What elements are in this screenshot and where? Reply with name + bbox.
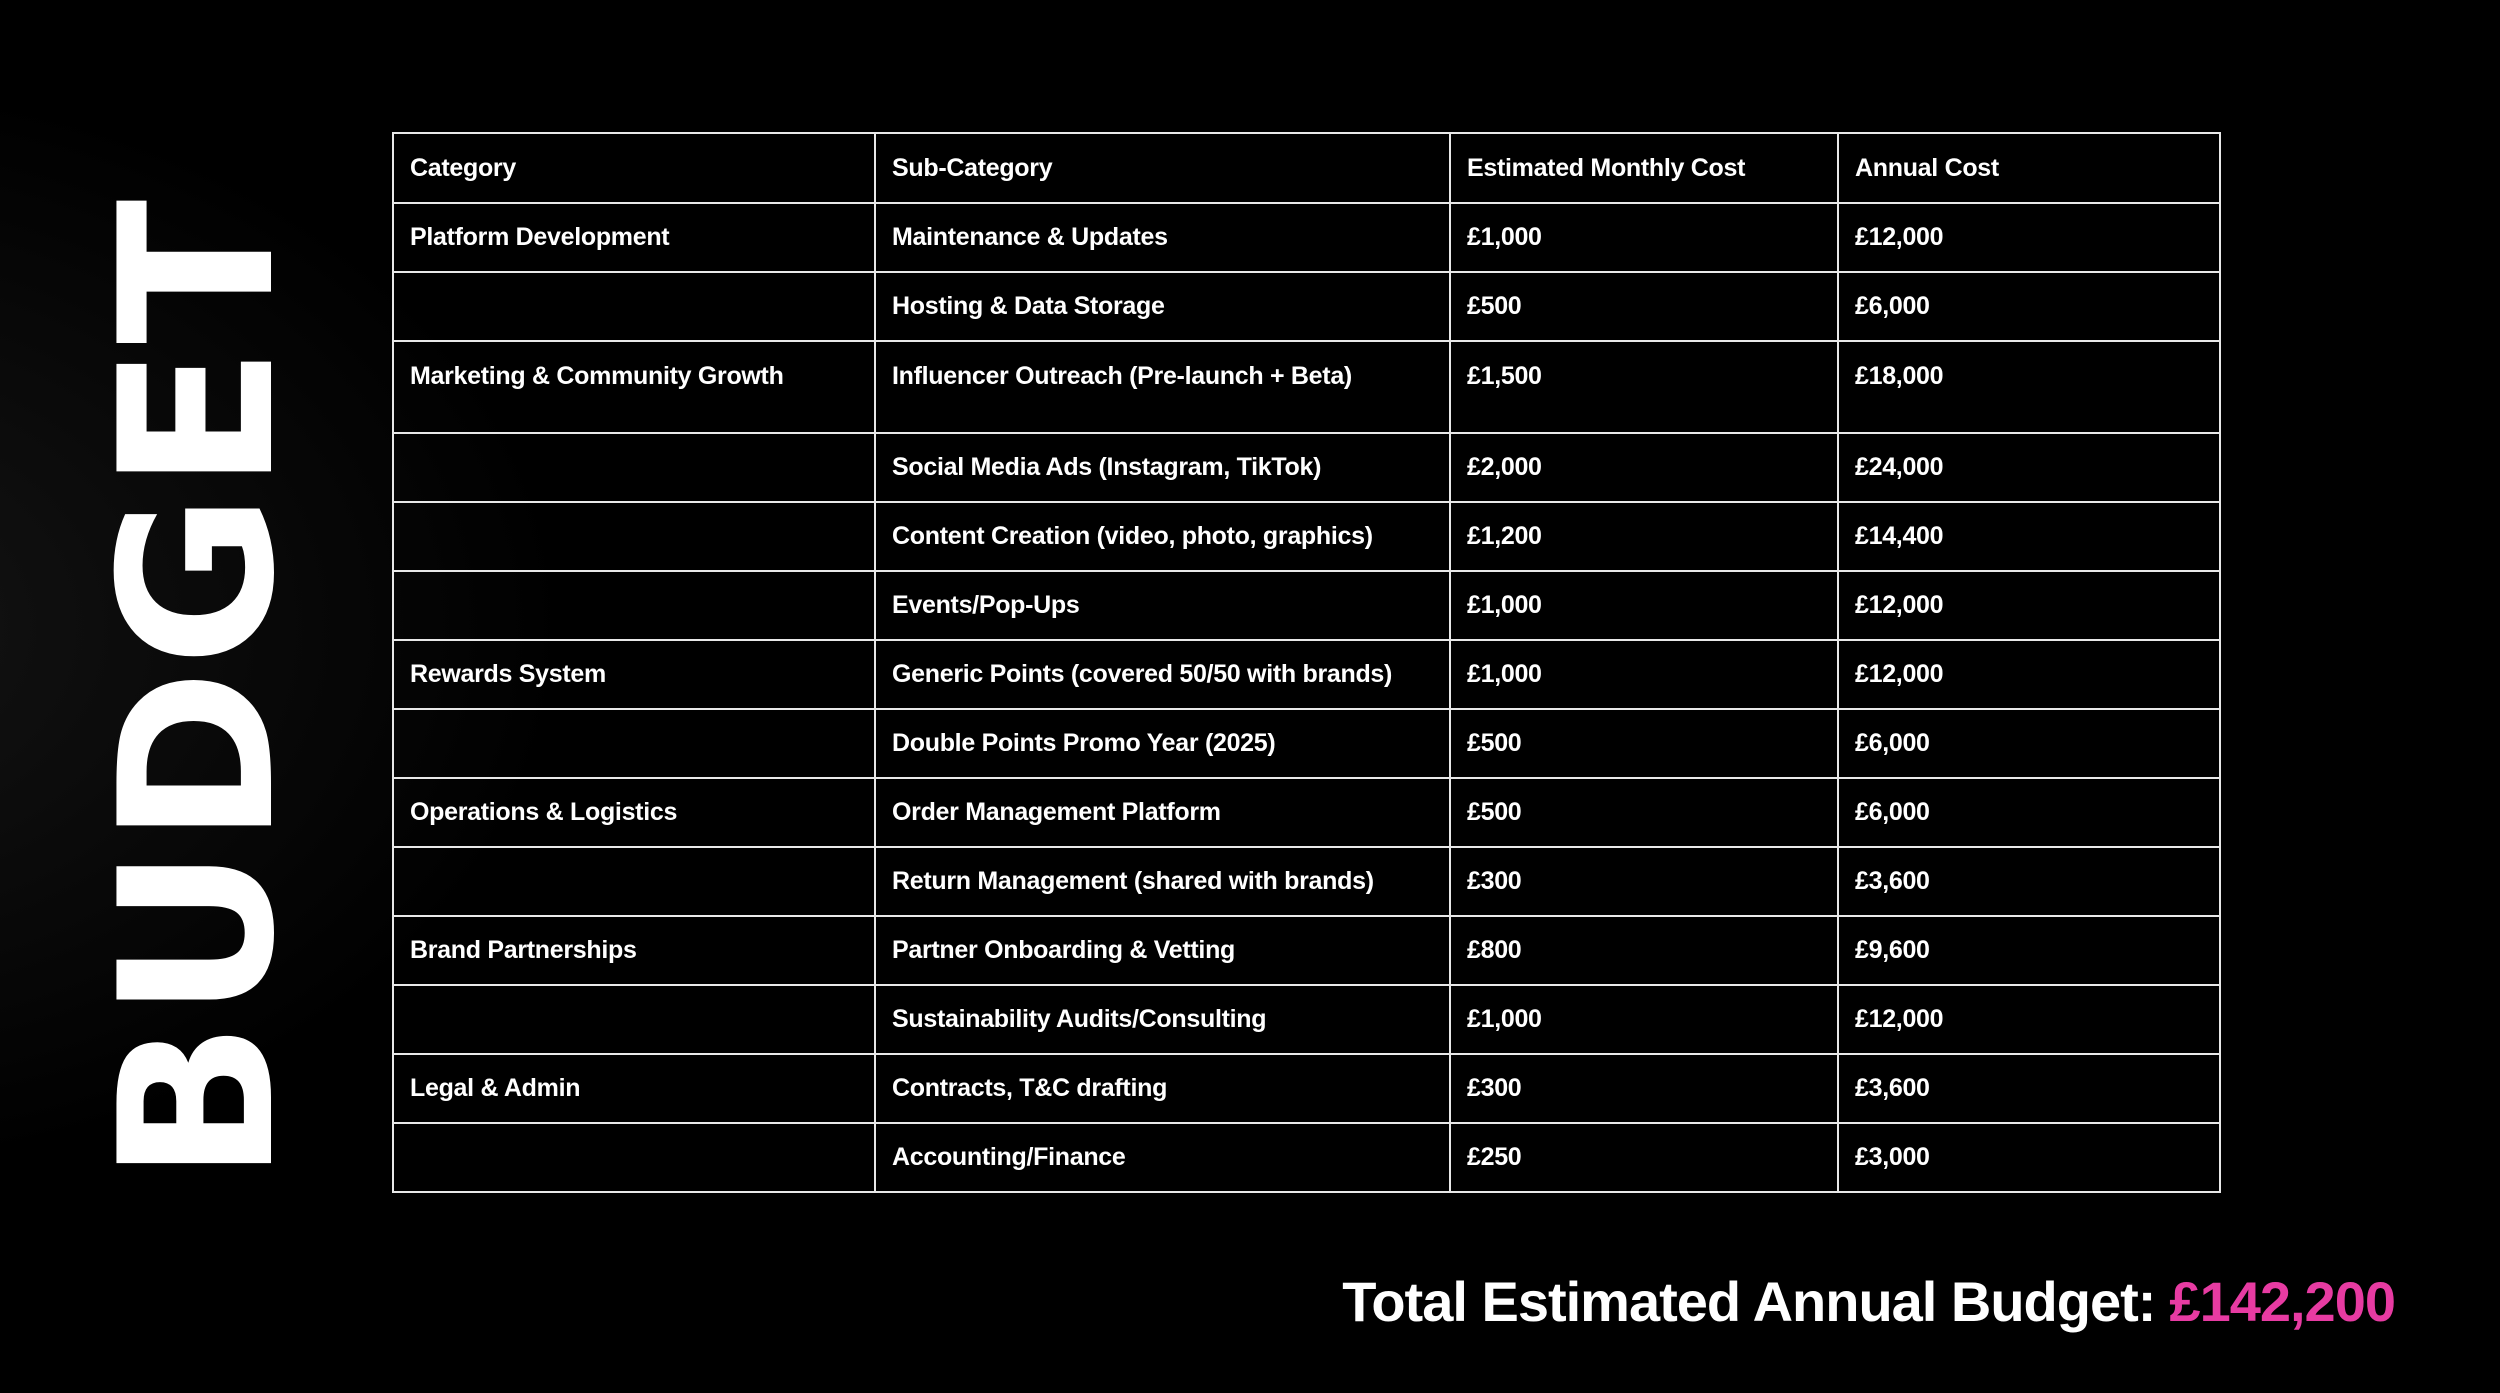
category-cell: Platform Development — [392, 202, 876, 273]
vertical-title: BUDGET — [74, 197, 321, 1183]
annual-cost-cell: £12,000 — [1837, 570, 2221, 641]
annual-cost-cell: £9,600 — [1837, 915, 2221, 986]
monthly-cost-cell: £500 — [1449, 271, 1839, 342]
table-row: Hosting & Data Storage £500 £6,000 — [392, 271, 2221, 342]
category-cell — [392, 984, 876, 1055]
table-row: Double Points Promo Year (2025) £500 £6,… — [392, 708, 2221, 779]
table-row: Brand Partnerships Partner Onboarding & … — [392, 915, 2221, 986]
subcategory-cell: Double Points Promo Year (2025) — [874, 708, 1451, 779]
subcategory-cell: Events/Pop-Ups — [874, 570, 1451, 641]
monthly-cost-cell: £300 — [1449, 1053, 1839, 1124]
category-cell: Brand Partnerships — [392, 915, 876, 986]
table-row: Events/Pop-Ups £1,000 £12,000 — [392, 570, 2221, 641]
monthly-cost-cell: £800 — [1449, 915, 1839, 986]
subcategory-cell: Maintenance & Updates — [874, 202, 1451, 273]
category-cell — [392, 1122, 876, 1193]
annual-cost-cell: £6,000 — [1837, 271, 2221, 342]
table-row: Return Management (shared with brands) £… — [392, 846, 2221, 917]
subcategory-cell: Social Media Ads (Instagram, TikTok) — [874, 432, 1451, 503]
monthly-cost-cell: £1,000 — [1449, 639, 1839, 710]
monthly-cost-cell: £1,000 — [1449, 202, 1839, 273]
header-sub-category: Sub-Category — [874, 132, 1451, 204]
annual-cost-cell: £14,400 — [1837, 501, 2221, 572]
subcategory-cell: Return Management (shared with brands) — [874, 846, 1451, 917]
category-cell: Marketing & Community Growth — [392, 340, 876, 434]
subcategory-cell: Generic Points (covered 50/50 with brand… — [874, 639, 1451, 710]
header-annual-cost: Annual Cost — [1837, 132, 2221, 204]
annual-cost-cell: £3,600 — [1837, 1053, 2221, 1124]
category-cell — [392, 501, 876, 572]
annual-cost-cell: £24,000 — [1837, 432, 2221, 503]
annual-cost-cell: £6,000 — [1837, 708, 2221, 779]
total-label: Total Estimated Annual Budget: — [1342, 1270, 2156, 1333]
subcategory-cell: Hosting & Data Storage — [874, 271, 1451, 342]
table-row: Marketing & Community Growth Influencer … — [392, 340, 2221, 434]
table-row: Legal & Admin Contracts, T&C drafting £3… — [392, 1053, 2221, 1124]
annual-cost-cell: £3,000 — [1837, 1122, 2221, 1193]
subcategory-cell: Partner Onboarding & Vetting — [874, 915, 1451, 986]
subcategory-cell: Influencer Outreach (Pre-launch + Beta) — [874, 340, 1451, 434]
total-line: Total Estimated Annual Budget: £142,200 — [1342, 1266, 2396, 1338]
subcategory-cell: Sustainability Audits/Consulting — [874, 984, 1451, 1055]
monthly-cost-cell: £1,000 — [1449, 570, 1839, 641]
monthly-cost-cell: £250 — [1449, 1122, 1839, 1193]
annual-cost-cell: £12,000 — [1837, 984, 2221, 1055]
table-row: Operations & Logistics Order Management … — [392, 777, 2221, 848]
annual-cost-cell: £3,600 — [1837, 846, 2221, 917]
monthly-cost-cell: £300 — [1449, 846, 1839, 917]
table-row: Content Creation (video, photo, graphics… — [392, 501, 2221, 572]
category-cell: Rewards System — [392, 639, 876, 710]
budget-table: Category Sub-Category Estimated Monthly … — [392, 132, 2221, 1193]
monthly-cost-cell: £2,000 — [1449, 432, 1839, 503]
total-value: £142,200 — [2169, 1270, 2396, 1333]
monthly-cost-cell: £500 — [1449, 777, 1839, 848]
table-row: Accounting/Finance £250 £3,000 — [392, 1122, 2221, 1193]
category-cell: Legal & Admin — [392, 1053, 876, 1124]
table-header-row: Category Sub-Category Estimated Monthly … — [392, 132, 2221, 204]
subcategory-cell: Contracts, T&C drafting — [874, 1053, 1451, 1124]
table-row: Social Media Ads (Instagram, TikTok) £2,… — [392, 432, 2221, 503]
annual-cost-cell: £12,000 — [1837, 202, 2221, 273]
category-cell: Operations & Logistics — [392, 777, 876, 848]
table-row: Sustainability Audits/Consulting £1,000 … — [392, 984, 2221, 1055]
category-cell — [392, 708, 876, 779]
header-category: Category — [392, 132, 876, 204]
annual-cost-cell: £18,000 — [1837, 340, 2221, 434]
table-row: Platform Development Maintenance & Updat… — [392, 202, 2221, 273]
monthly-cost-cell: £1,200 — [1449, 501, 1839, 572]
subcategory-cell: Content Creation (video, photo, graphics… — [874, 501, 1451, 572]
monthly-cost-cell: £1,500 — [1449, 340, 1839, 434]
annual-cost-cell: £12,000 — [1837, 639, 2221, 710]
table-row: Rewards System Generic Points (covered 5… — [392, 639, 2221, 710]
subcategory-cell: Order Management Platform — [874, 777, 1451, 848]
monthly-cost-cell: £1,000 — [1449, 984, 1839, 1055]
monthly-cost-cell: £500 — [1449, 708, 1839, 779]
category-cell — [392, 570, 876, 641]
annual-cost-cell: £6,000 — [1837, 777, 2221, 848]
category-cell — [392, 846, 876, 917]
subcategory-cell: Accounting/Finance — [874, 1122, 1451, 1193]
category-cell — [392, 432, 876, 503]
header-monthly-cost: Estimated Monthly Cost — [1449, 132, 1839, 204]
category-cell — [392, 271, 876, 342]
